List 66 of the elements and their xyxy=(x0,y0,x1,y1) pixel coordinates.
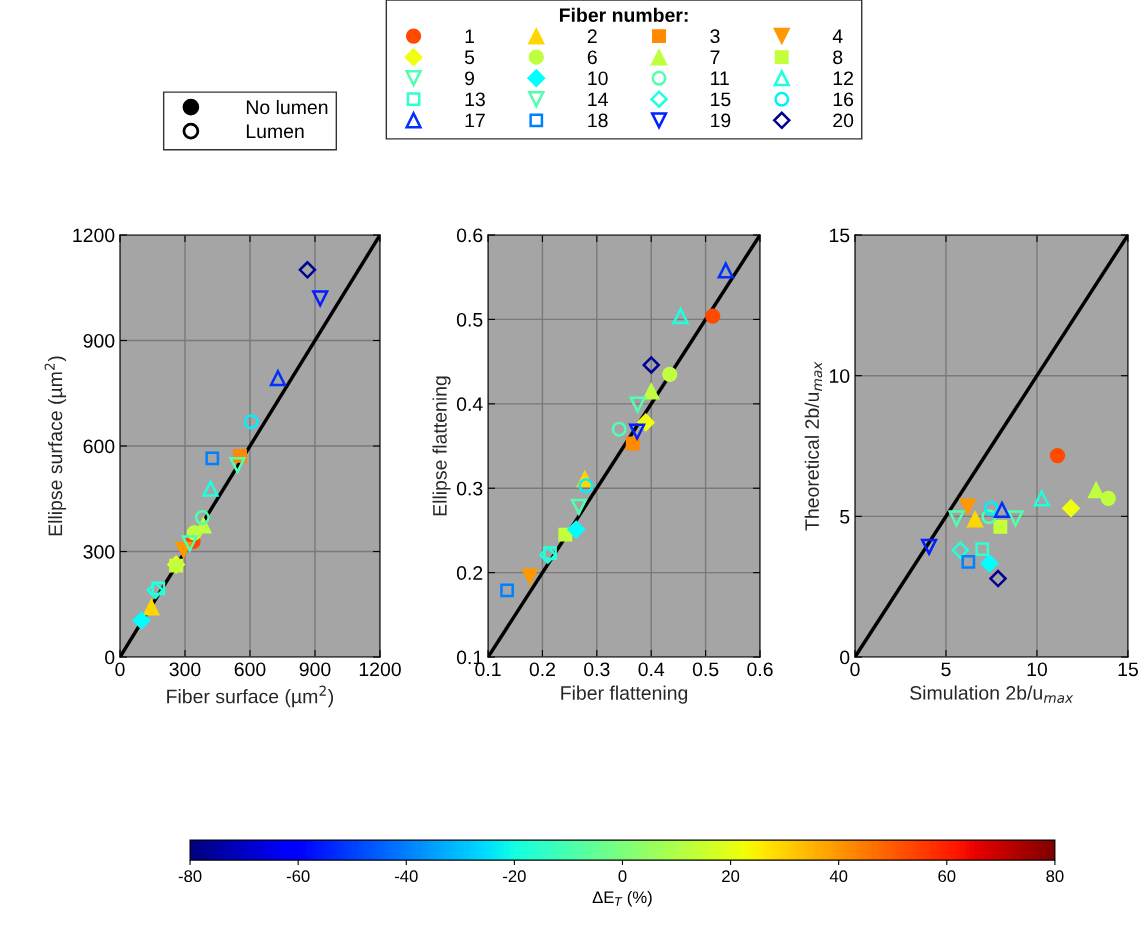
legend-label: 8 xyxy=(833,50,843,65)
legend-label: 15 xyxy=(711,92,731,107)
color-bar-label: 20 xyxy=(722,870,740,883)
x-tick-label: 0 xyxy=(115,662,125,677)
y-axis-title: Ellipse surface (µm$^{2}$) xyxy=(44,356,67,536)
y-tick-label: 1200 xyxy=(73,228,115,243)
y-tick-label: 0.2 xyxy=(456,566,483,580)
x-tick-label: 0.4 xyxy=(638,662,665,677)
x-tick-label: 600 xyxy=(234,662,266,677)
color-bar-label: 80 xyxy=(1046,870,1064,883)
legend-label: 6 xyxy=(587,50,597,65)
y-tick-label: 900 xyxy=(83,333,115,348)
color-bar-label: 40 xyxy=(829,870,848,883)
legend-label: 9 xyxy=(465,71,474,86)
y-tick-label: 15 xyxy=(829,228,850,243)
y-tick-label: 5 xyxy=(840,510,850,524)
y-tick-label: 0 xyxy=(840,650,850,665)
y-tick-label: 0.4 xyxy=(456,397,483,412)
x-tick-label: 0.3 xyxy=(584,662,610,677)
x-tick-label: 15 xyxy=(1118,662,1138,677)
x-tick-label: 300 xyxy=(169,662,201,677)
legend-label: 18 xyxy=(588,113,608,128)
legend-label: 11 xyxy=(711,71,729,85)
text: Lumen xyxy=(246,124,304,139)
color-bar-label: 0 xyxy=(618,870,627,883)
y-tick-label: 300 xyxy=(83,545,115,559)
legend-label: 17 xyxy=(465,113,485,128)
y-axis-title: Ellipse flattening xyxy=(432,376,451,516)
legend-label: 10 xyxy=(588,71,608,86)
legend-label: 16 xyxy=(833,92,854,107)
x-tick-label: 5 xyxy=(941,662,951,677)
x-axis-title: Fiber flattening xyxy=(561,685,688,704)
x-tick-label: 900 xyxy=(299,662,331,677)
x-tick-label: 1200 xyxy=(359,662,401,677)
color-bar-label: 60 xyxy=(938,870,956,883)
x-tick-label: 0.5 xyxy=(692,662,719,677)
y-tick-label: 10 xyxy=(829,369,850,383)
legend-label: 2 xyxy=(587,29,597,43)
y-axis-title: Theoretical 2b/u$_{max}$ xyxy=(804,361,823,531)
x-axis-title: Fiber surface (µm$^{2}$) xyxy=(167,685,333,708)
legend-label: 19 xyxy=(711,113,731,128)
color-bar-label: -40 xyxy=(394,870,418,883)
y-tick-label: 0.3 xyxy=(456,481,483,496)
legend-label: 1 xyxy=(465,29,474,43)
x-tick-label: 10 xyxy=(1027,662,1048,677)
x-tick-label: 0.2 xyxy=(529,662,555,677)
legend-label: 3 xyxy=(710,29,720,44)
y-tick-label: 0.6 xyxy=(456,228,483,243)
color-bar-label: -60 xyxy=(286,870,310,883)
y-tick-label: 0.5 xyxy=(456,312,483,327)
legend-title: Fiber number: xyxy=(559,7,688,23)
x-tick-label: 0 xyxy=(850,662,860,677)
text: No lumen xyxy=(246,99,328,115)
legend-label: 7 xyxy=(710,50,720,64)
legend-label: 13 xyxy=(465,92,485,107)
color-bar-title: ΔE$_{T}$ (%) xyxy=(592,890,652,907)
x-axis-title: Simulation 2b/u$_{max}$ xyxy=(910,685,1074,703)
y-tick-label: 0 xyxy=(105,650,115,665)
x-tick-label: 0.6 xyxy=(747,662,773,677)
legend-label: 12 xyxy=(833,71,853,85)
legend-label: 14 xyxy=(588,92,608,107)
y-tick-label: 600 xyxy=(83,439,115,454)
color-bar-label: -20 xyxy=(503,870,526,883)
color-bar-label: -80 xyxy=(178,870,202,883)
legend-label: 20 xyxy=(833,113,854,128)
legend-label: 4 xyxy=(832,29,843,43)
